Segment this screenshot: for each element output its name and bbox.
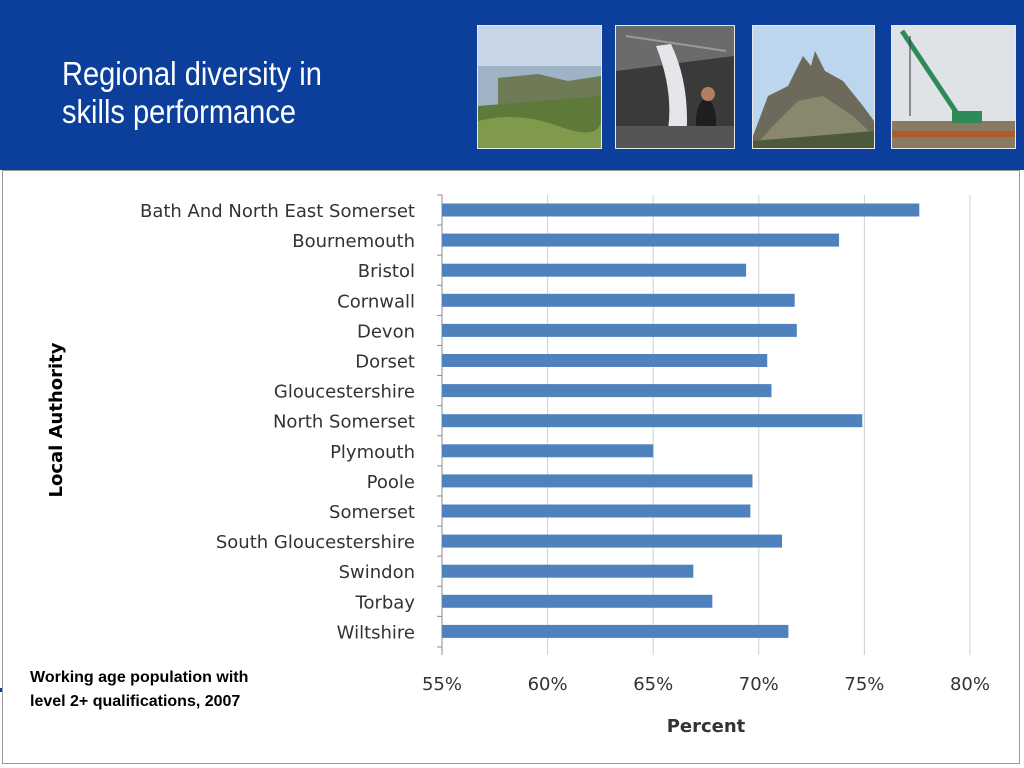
x-tick-label: 60% <box>528 674 568 695</box>
bar <box>442 534 783 548</box>
category-label: Dorset <box>355 352 415 373</box>
category-label: Swindon <box>339 562 415 583</box>
construction-crane-photo <box>891 25 1016 149</box>
bar <box>442 384 772 398</box>
category-label: Bournemouth <box>292 231 415 252</box>
bar <box>442 444 654 458</box>
bar <box>442 203 920 217</box>
category-label: Wiltshire <box>337 622 415 643</box>
bar <box>442 594 713 608</box>
rock-outcrop-photo <box>752 25 875 149</box>
slide-title: Regional diversity in skills performance <box>62 55 322 130</box>
category-label: Bath And North East Somerset <box>140 201 415 222</box>
x-tick-label: 80% <box>950 674 990 695</box>
bar <box>442 354 768 367</box>
bar <box>442 474 753 488</box>
bar <box>442 624 789 638</box>
bar <box>442 504 751 518</box>
bar <box>442 293 795 307</box>
x-tick-label: 75% <box>844 674 884 695</box>
x-tick-label: 55% <box>422 674 462 695</box>
category-label: South Gloucestershire <box>216 532 415 553</box>
category-label: Plymouth <box>330 442 415 463</box>
chart-caption: Working age population with level 2+ qua… <box>30 669 249 710</box>
bar <box>442 263 747 277</box>
x-tick-label: 65% <box>633 674 673 695</box>
y-axis-label: Local Authority <box>46 342 67 497</box>
category-label: North Somerset <box>273 412 415 433</box>
boatbuilding-photo <box>615 25 735 149</box>
bar <box>442 233 840 247</box>
category-label: Poole <box>367 472 415 493</box>
category-label: Bristol <box>358 261 415 282</box>
category-labels: Bath And North East Somerset Bournemouth B… <box>140 201 415 643</box>
category-label: Torbay <box>355 592 416 613</box>
edge-marker <box>0 688 2 692</box>
chart-bars <box>442 203 920 638</box>
category-label: Gloucestershire <box>274 382 415 403</box>
coastline-cliffs-photo <box>477 25 602 149</box>
bar <box>442 414 863 428</box>
category-label: Devon <box>357 321 415 342</box>
bar <box>442 323 797 337</box>
category-label: Somerset <box>329 502 415 523</box>
category-label: Cornwall <box>337 291 415 312</box>
x-tick-labels: 55% 60% 65% 70% 75% 80% <box>422 674 990 695</box>
x-axis-label: Percent <box>667 716 746 737</box>
x-tick-label: 70% <box>739 674 779 695</box>
bar <box>442 564 694 578</box>
